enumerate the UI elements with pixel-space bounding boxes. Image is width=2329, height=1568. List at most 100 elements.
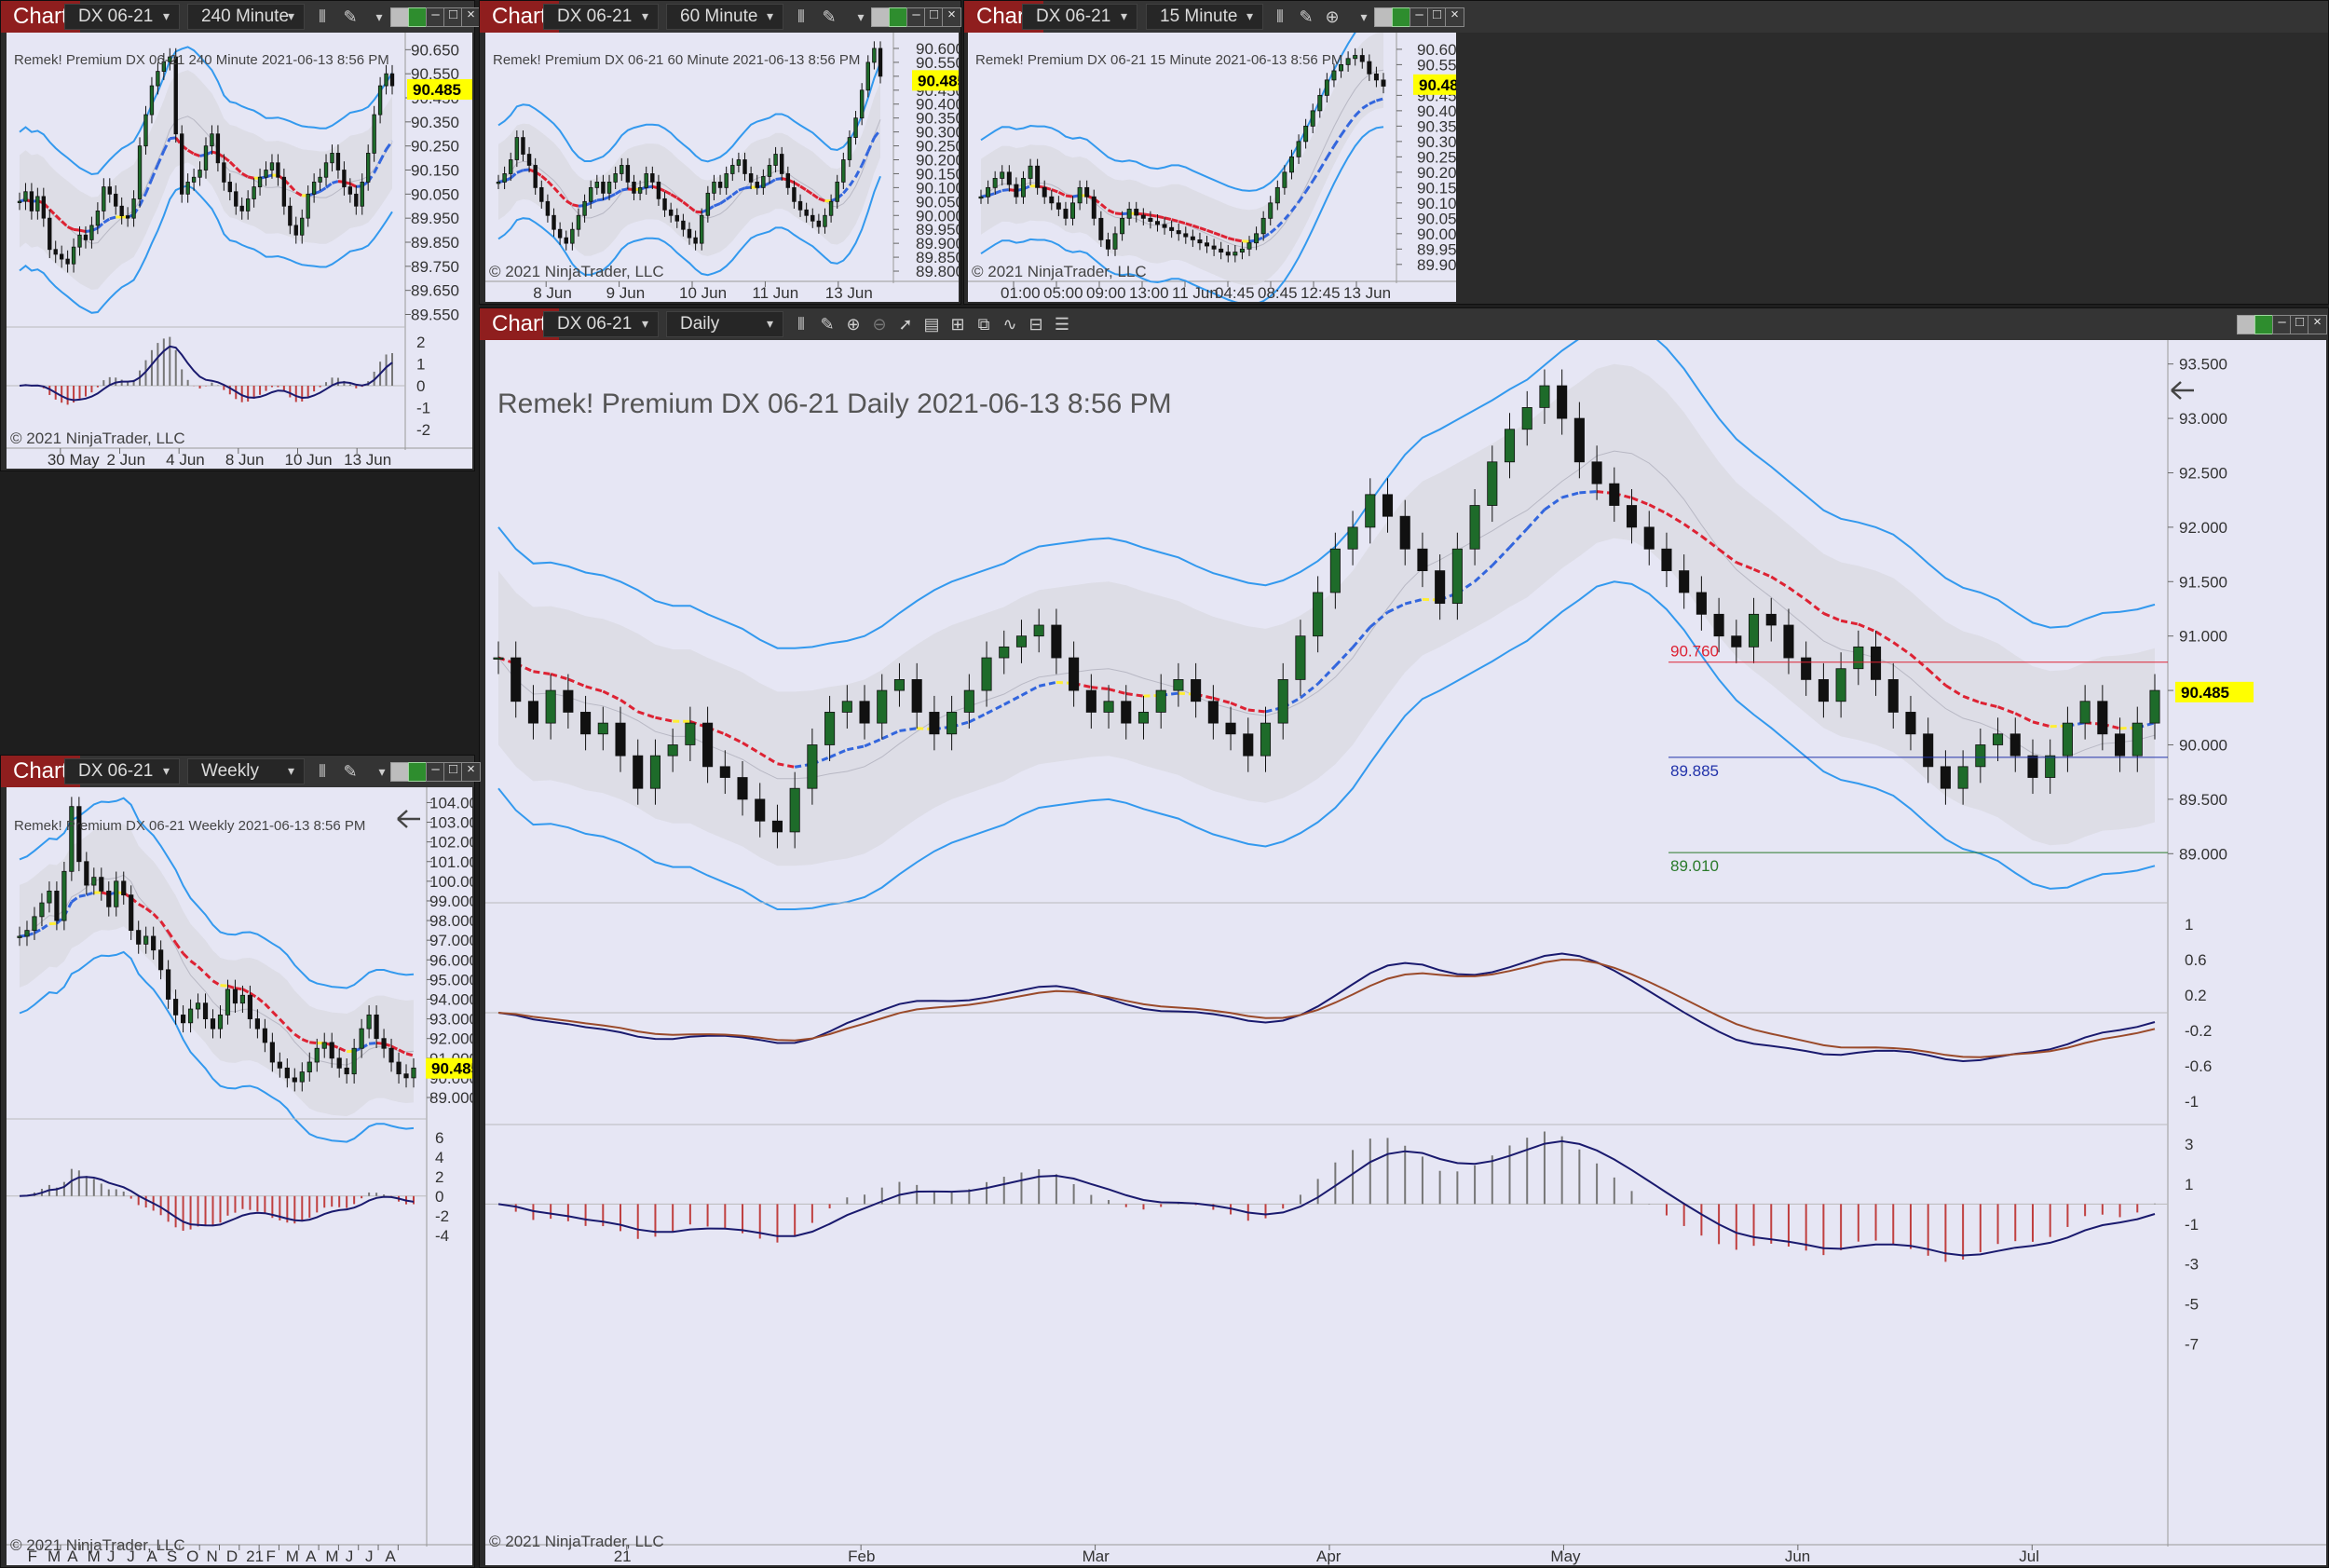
chevron-down-icon[interactable]: ▾ <box>287 8 294 23</box>
candle-body <box>539 186 544 202</box>
dropdown-icon[interactable]: ▾ <box>857 9 865 24</box>
dropdown-icon[interactable]: ▾ <box>1360 9 1368 24</box>
chevron-down-icon[interactable]: ▾ <box>162 8 170 23</box>
maximize-button[interactable]: □ <box>924 7 944 27</box>
chart-panel-daily[interactable]: Remek! Premium DX 06-21 Daily 2021-06-13… <box>485 340 2326 1565</box>
chart-panel-240-minute[interactable]: Remek! Premium DX 06-21 240 Minute 2021-… <box>7 33 472 469</box>
window-tab-button[interactable] <box>871 7 891 27</box>
zoom-out-icon[interactable]: ⊖ <box>872 315 887 334</box>
pencil-icon[interactable]: ✎ <box>822 7 837 26</box>
instrument-selector[interactable]: DX 06-21 ▾ <box>1022 4 1137 30</box>
maximize-button[interactable]: □ <box>2290 314 2309 334</box>
interval-selector[interactable]: 240 Minute ▾ <box>187 4 305 30</box>
window-link-button[interactable] <box>408 7 428 27</box>
dropdown-icon[interactable]: ▾ <box>375 9 383 24</box>
pencil-icon[interactable]: ✎ <box>820 315 835 334</box>
chevron-down-icon[interactable]: ▾ <box>287 763 294 778</box>
y-tick-label: 90.150 <box>1417 179 1456 197</box>
minimize-button[interactable]: – <box>426 761 445 782</box>
maximize-button[interactable]: □ <box>1427 7 1447 27</box>
bars-icon[interactable]: ⦀ <box>797 7 805 26</box>
chart-panel-60-minute[interactable]: Remek! Premium DX 06-21 60 Minute 2021-0… <box>485 33 959 302</box>
pane-tick-label: -1 <box>416 400 430 417</box>
trend-line-segment <box>1369 611 1389 629</box>
interval-selector[interactable]: Daily ▾ <box>666 311 783 337</box>
candle-body <box>564 237 568 244</box>
y-tick-label: 94.000 <box>429 990 472 1008</box>
price-chart[interactable]: Remek! Premium DX 06-21 Daily 2021-06-13… <box>485 340 2326 1565</box>
trend-line-segment <box>682 200 690 209</box>
window-link-button[interactable] <box>2254 315 2274 334</box>
close-button[interactable]: × <box>942 7 961 27</box>
minimize-button[interactable]: – <box>426 7 445 27</box>
zoom-in-icon[interactable]: ⊕ <box>846 315 861 334</box>
dropdown-icon[interactable]: ▾ <box>378 764 386 779</box>
price-chart[interactable]: Remek! Premium DX 06-21 240 Minute 2021-… <box>7 33 472 469</box>
instrument-selector[interactable]: DX 06-21 ▾ <box>64 758 180 784</box>
back-arrow-icon[interactable] <box>397 810 420 828</box>
pencil-icon[interactable]: ✎ <box>343 762 358 781</box>
window-tab-button[interactable] <box>390 7 410 27</box>
chart-panel-15-minute[interactable]: Remek! Premium DX 06-21 15 Minute 2021-0… <box>968 33 1456 302</box>
chevron-down-icon[interactable]: ▾ <box>766 316 773 331</box>
alerts-icon[interactable]: ⊟ <box>1028 315 1043 334</box>
bars-icon[interactable]: ⦀ <box>319 762 326 781</box>
price-chart[interactable]: Remek! Premium DX 06-21 15 Minute 2021-0… <box>968 33 1456 302</box>
interval-selector[interactable]: Weekly ▾ <box>187 758 305 784</box>
strategies-icon[interactable]: ∿ <box>1002 315 1017 334</box>
instrument-selector[interactable]: DX 06-21 ▾ <box>543 4 659 30</box>
close-button[interactable]: × <box>461 761 481 782</box>
menu-icon[interactable]: ☰ <box>1054 315 1070 334</box>
cursor-icon[interactable]: ➚ <box>898 315 913 334</box>
data-box-icon[interactable]: ▤ <box>923 315 940 334</box>
candle-body <box>69 806 75 872</box>
properties-icon[interactable]: ⊞ <box>950 315 965 334</box>
minimize-button[interactable]: – <box>1410 7 1429 27</box>
x-tick-label: A <box>147 1548 158 1565</box>
x-tick-label: 04:45 <box>1215 284 1255 302</box>
instrument-selector[interactable]: DX 06-21 ▾ <box>543 311 659 337</box>
trend-line-segment <box>286 1026 296 1036</box>
back-arrow-icon[interactable] <box>2171 381 2194 400</box>
chart-panel-weekly[interactable]: Remek! Premium DX 06-21 Weekly 2021-06-1… <box>7 787 472 1565</box>
maximize-button[interactable]: □ <box>443 761 463 782</box>
window-tab-button[interactable] <box>1374 7 1394 27</box>
candle-body <box>257 176 263 187</box>
window-link-button[interactable] <box>889 7 908 27</box>
bars-icon[interactable]: ⦀ <box>319 7 326 26</box>
zoom-in-icon[interactable]: ⊕ <box>1325 7 1340 26</box>
x-tick-label: 4 Jun <box>166 451 205 469</box>
price-chart[interactable]: Remek! Premium DX 06-21 Weekly 2021-06-1… <box>7 787 472 1565</box>
instrument-selector[interactable]: DX 06-21 ▾ <box>64 4 180 30</box>
chevron-down-icon[interactable]: ▾ <box>1246 8 1253 23</box>
window-link-button[interactable] <box>1392 7 1411 27</box>
window-tab-button[interactable] <box>390 762 410 782</box>
pencil-icon[interactable]: ✎ <box>343 7 358 26</box>
candle-body <box>366 153 371 183</box>
chevron-down-icon[interactable]: ▾ <box>162 763 170 778</box>
candle-body <box>195 1002 201 1010</box>
minimize-button[interactable]: – <box>906 7 926 27</box>
window-link-button[interactable] <box>408 762 428 782</box>
maximize-button[interactable]: □ <box>443 7 463 27</box>
chevron-down-icon[interactable]: ▾ <box>1120 8 1127 23</box>
interval-selector[interactable]: 15 Minute ▾ <box>1146 4 1263 30</box>
level-label: 89.010 <box>1670 857 1719 875</box>
chevron-down-icon[interactable]: ▾ <box>641 8 648 23</box>
close-button[interactable]: × <box>1445 7 1464 27</box>
price-chart[interactable]: Remek! Premium DX 06-21 60 Minute 2021-0… <box>485 33 959 302</box>
trend-line-segment <box>818 197 825 202</box>
bars-icon[interactable]: ⦀ <box>797 315 805 334</box>
pencil-icon[interactable]: ✎ <box>1299 7 1314 26</box>
indicators-icon[interactable]: ⧉ <box>977 315 990 334</box>
minimize-button[interactable]: – <box>2272 314 2292 334</box>
chevron-down-icon[interactable]: ▾ <box>641 316 648 331</box>
close-button[interactable]: × <box>2308 314 2327 334</box>
window-tab-button[interactable] <box>2237 315 2256 334</box>
close-button[interactable]: × <box>461 7 481 27</box>
candle-body <box>217 1014 224 1029</box>
candle-body <box>24 930 30 937</box>
chevron-down-icon[interactable]: ▾ <box>766 8 773 23</box>
interval-selector[interactable]: 60 Minute ▾ <box>666 4 783 30</box>
bars-icon[interactable]: ⦀ <box>1276 7 1284 26</box>
